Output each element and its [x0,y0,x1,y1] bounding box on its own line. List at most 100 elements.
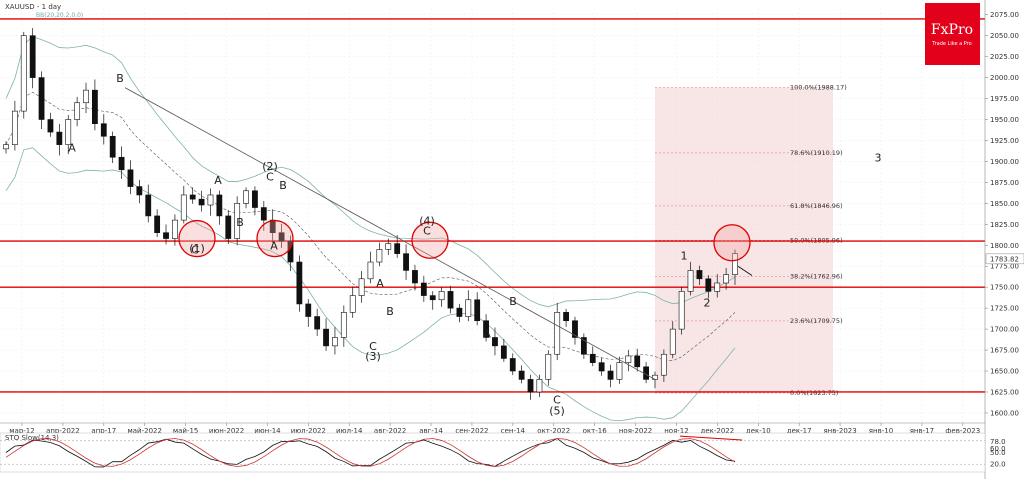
candle-body [11,110,18,145]
candle-body [385,243,392,250]
date-tick-label: ноя-2022 [619,427,652,435]
logo-brand: FxPro [931,22,973,38]
candle-body [687,270,694,292]
candle-body [705,278,712,292]
candle-body [74,102,81,120]
candle-body [545,353,552,380]
highlight-circle [713,224,751,262]
wave-label: B [236,216,244,229]
candle-body [252,190,258,208]
candle-body [180,194,187,221]
wave-label: A [376,277,384,290]
fib-label: 50.0%(1805.96) [790,236,843,244]
candle-body [109,135,116,158]
candle-body [65,119,72,145]
candle-body [118,156,125,171]
oscillator-title: STO Slow(14,3) [5,434,59,442]
candle-body [412,270,418,284]
wave-label: (1) [189,242,205,255]
lower-band [5,147,736,422]
candle-body [92,89,98,124]
date-tick-label: июн-14 [254,427,281,435]
wave-label: B [279,179,287,192]
candle-body [243,190,249,204]
fib-label: 61.8%(1846.96) [790,202,843,210]
divergence-line [679,435,743,441]
date-tick-label: дек-2022 [701,427,735,435]
date-tick-label: апр-17 [91,427,116,435]
price-tick-label: 1650.00 [990,368,1019,376]
date-tick-label: апр-2022 [46,427,80,435]
candle-body [518,370,525,380]
highlight-circle [411,221,449,259]
candle-body [332,337,338,347]
candle-body [625,355,632,363]
stochastic-d-line [5,438,736,467]
candle-body [723,274,730,284]
date-tick-label: май-15 [173,427,199,435]
candle-body [527,379,534,393]
candle-body [100,123,107,137]
date-tick-label: окт-16 [583,427,608,435]
date-tick-label: июл-14 [336,427,363,435]
date-tick-label: июн-2022 [209,427,244,435]
candle-body [438,291,445,301]
price-tick-label: 1875.00 [990,179,1019,187]
candle-body [127,169,134,187]
fxpro-logo: FxPro Trade Like a Pro [925,3,980,65]
candle-body [580,337,587,355]
price-tick-label: 1675.00 [990,347,1019,355]
candle-body [145,194,152,217]
candle-body [29,35,36,78]
candles [3,28,738,400]
candle-body [83,89,89,104]
candle-body [376,249,383,263]
fib-label: 38.2%(1762.96) [790,272,843,280]
candle-body [536,379,543,393]
price-tick-label: 1700.00 [990,326,1019,334]
wave-label: (4) [419,214,435,227]
highlight-circle [178,219,216,258]
candle-body [607,370,614,380]
price-tick-label: 1850.00 [990,200,1019,208]
price-tick-label: 1600.00 [990,409,1019,417]
candle-body [465,299,472,317]
wave-label: (5) [549,405,565,418]
price-tick-label: 1900.00 [990,158,1019,166]
candle-body [260,207,267,221]
indicator-label: BB(20,20.2,0.0) [36,12,83,19]
wave-label: A [214,174,222,187]
logo-tagline: Trade Like a Pro [931,41,971,47]
wave-label: B [509,295,517,308]
fib-label: 0.0%(1623.75) [790,389,838,397]
candle-body [492,337,498,347]
last-price-label: 1783.82 [990,255,1019,263]
upper-band [5,36,736,308]
candle-body [598,362,605,372]
date-tick-label: авг-2022 [374,427,406,435]
price-tick-label: 1625.00 [990,388,1019,396]
wave-label: C [191,244,199,257]
price-tick-label: 1950.00 [990,116,1019,124]
candle-body [500,345,507,359]
candle-body [47,119,54,133]
price-tick-label: 1825.00 [990,221,1019,229]
candle-body [563,312,569,322]
candle-body [367,261,374,280]
date-tick-label: дек-17 [787,427,812,435]
candle-body [429,295,436,301]
candle-body [154,215,161,233]
stochastic-k-line [5,438,736,468]
bollinger-bands [5,36,736,422]
price-tick-label: 1800.00 [990,242,1019,250]
candle-body [358,278,365,296]
candle-body [225,215,232,239]
date-tick-label: мар-12 [9,427,34,435]
date-tick-label: сен-14 [501,427,526,435]
candle-body [447,291,454,309]
symbol-title: XAUUSD - 1 day [5,3,61,11]
date-tick-label: май-2022 [127,427,161,435]
candle-body [278,232,285,242]
projection-arrow [737,265,753,276]
logo-box [925,3,980,65]
